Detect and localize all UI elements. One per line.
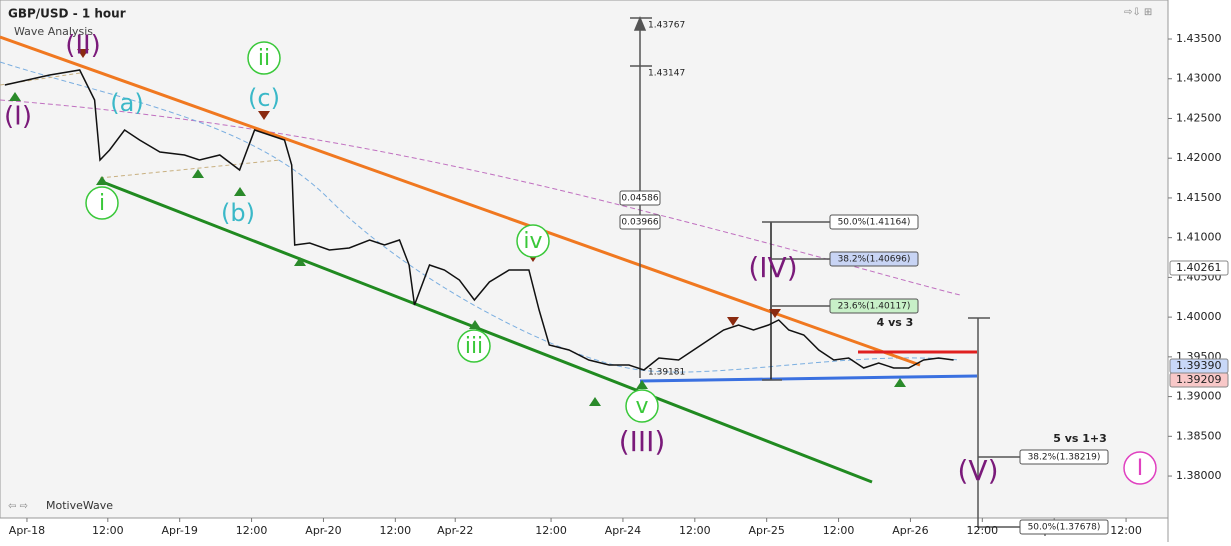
plot-area: [0, 0, 1169, 519]
y-tick-label: 1.40000: [1176, 310, 1222, 323]
wave-label: (V): [957, 454, 998, 487]
x-tick-label: 12:00: [679, 524, 711, 537]
x-tick-label: Apr-19: [162, 524, 198, 537]
wave-label: (II): [65, 31, 101, 61]
chart-title: GBP/USD - 1 hour: [8, 7, 126, 21]
annotation: 4 vs 3: [877, 316, 914, 329]
x-tick-label: Apr-25: [749, 524, 785, 537]
moving-average: [0, 99, 961, 296]
window-icons[interactable]: ⇨⇩ ⊞: [1124, 7, 1152, 18]
annotation: 23.6%(1.40117): [838, 302, 911, 312]
y-tick-label: 1.42500: [1176, 111, 1222, 124]
y-tick-label: 1.41000: [1176, 231, 1222, 244]
y-tick-label: 1.43000: [1176, 72, 1222, 85]
support-line: [639, 374, 978, 383]
annotation-box: [619, 214, 661, 230]
y-tick-label: 1.41500: [1176, 191, 1222, 204]
annotation-box: [829, 298, 919, 314]
x-tick-label: 12:00: [236, 524, 268, 537]
wave-label: (I): [4, 102, 32, 132]
annotation: 50.0%(1.37678): [1028, 523, 1101, 533]
x-tick-label: Apr-22: [437, 524, 473, 537]
annotation: 5 vs 1+3: [1053, 432, 1107, 445]
x-tick-label: 12:00: [379, 524, 411, 537]
x-tick-label: Apr-20: [305, 524, 341, 537]
chart-subtitle: Wave Analysis: [14, 25, 93, 38]
x-tick-label: 12:00: [535, 524, 567, 537]
annotation: 50.0%(1.41164): [838, 218, 911, 228]
wave-label: (c): [248, 84, 280, 112]
wave-label: (IV): [748, 251, 797, 284]
x-tick-label: 12:00: [823, 524, 855, 537]
wave-label: (III): [619, 425, 666, 458]
brand: MotiveWave: [46, 499, 113, 512]
y-tick-label: 1.38000: [1176, 469, 1222, 482]
wave-circle: [85, 186, 119, 220]
wave-line: [0, 72, 281, 179]
wave-label: I: [1137, 456, 1144, 481]
annotation: 0.03966: [621, 218, 658, 228]
price-tag: [1169, 372, 1229, 388]
y-tick-label: 1.39000: [1176, 390, 1222, 403]
wave-label: iii: [465, 334, 483, 359]
wave-label: iv: [523, 229, 542, 254]
annotation-box: [1019, 449, 1109, 465]
y-tick-label: 1.38500: [1176, 429, 1222, 442]
annotation: 0.04586: [621, 194, 658, 204]
wave-circle: [457, 329, 491, 363]
x-tick-label: Apr-24: [605, 524, 641, 537]
annotation-box: [829, 251, 919, 267]
price-tag-label: 1.39209: [1176, 373, 1222, 386]
price-tag-label: 1.40261: [1176, 261, 1222, 274]
annotation: 38.2%(1.38219): [1028, 453, 1101, 463]
wave-circle: [247, 41, 281, 75]
trend-line: [99, 179, 873, 484]
nav-icons[interactable]: ⇦ ⇨: [8, 501, 28, 512]
annotation-box: [619, 190, 661, 206]
annotation: 1.43767: [648, 21, 685, 31]
annotation: 1.39181: [648, 368, 685, 378]
wave-circle: [516, 224, 550, 258]
x-tick-label: Apr-18: [9, 524, 45, 537]
wave-label: ii: [258, 46, 270, 71]
y-tick-label: 1.42000: [1176, 151, 1222, 164]
y-tick-label: 1.43500: [1176, 32, 1222, 45]
annotation: 1.43147: [648, 69, 685, 79]
wave-label: (a): [110, 89, 143, 117]
measure-lines: [630, 16, 1020, 528]
moving-average: [0, 61, 961, 373]
annotation: 38.2%(1.40696): [838, 255, 911, 265]
x-tick-label: 12:00: [1110, 524, 1142, 537]
wave-circle: [1123, 451, 1157, 485]
price-tag: [1169, 260, 1229, 276]
annotation-box: [829, 214, 919, 230]
price-line: [4, 69, 954, 371]
wave-circle: [625, 389, 659, 423]
x-tick-label: Apr-26: [892, 524, 928, 537]
wave-label: (b): [221, 199, 255, 227]
x-tick-label: 12:00: [92, 524, 124, 537]
trend-line: [0, 35, 921, 367]
wave-label: v: [635, 394, 648, 419]
x-tick-label: 12:00: [966, 524, 998, 537]
price-tag-label: 1.39390: [1176, 359, 1222, 372]
annotation-box: [1019, 519, 1109, 535]
wave-label: i: [99, 191, 105, 216]
